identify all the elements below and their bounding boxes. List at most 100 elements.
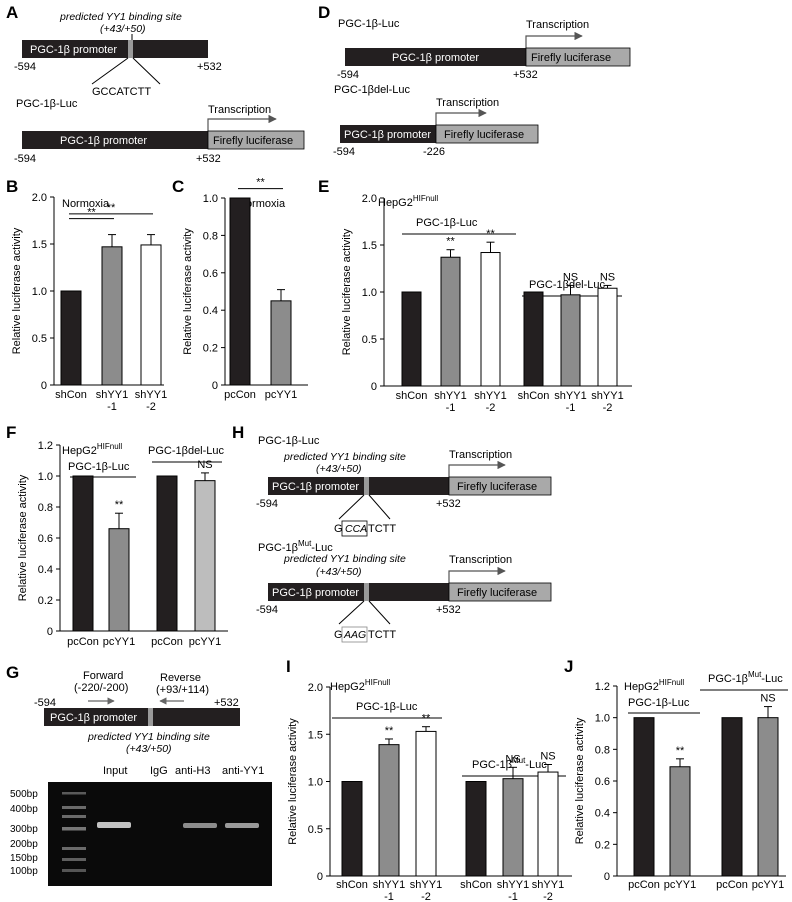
panel-f-group1-label: PGC-1β-Luc <box>68 461 130 473</box>
panel-e-x-tick-label-line2: -1 <box>566 402 576 414</box>
panel-h-end-pos: +532 <box>436 498 461 510</box>
panel-b-bar <box>140 244 162 386</box>
panel-c-ytick-label: 0 <box>212 380 218 392</box>
panel-g-site-label: predicted YY1 binding site <box>87 731 210 743</box>
panel-g-lane-input: Input <box>103 765 127 777</box>
panel-g-lane-anti-h3: anti-H3 <box>175 765 210 777</box>
panel-e-x-tick-label-line2: -2 <box>603 402 613 414</box>
panel-g-band-anti-h3 <box>183 823 217 828</box>
panel-d-start-pos: -594 <box>337 69 359 81</box>
panel-g-ladder-400: 400bp <box>10 804 38 815</box>
panel-j-bar <box>669 766 691 877</box>
panel-f-ytick-label: 0.6 <box>38 533 53 545</box>
panel-g-ladder-300: 300bp <box>10 824 38 835</box>
panel-b-x-tick-label: shCon <box>55 389 87 401</box>
panel-d-del-promoter-label: PGC-1β promoter <box>344 129 431 141</box>
panel-i-x-tick-label-line2: -2 <box>543 891 553 902</box>
panel-a-luc-start-pos: -594 <box>14 153 36 165</box>
panel-i-y-axis-label: Relative luciferase activity <box>287 718 299 845</box>
charts-layer: 0 0.5 1.0 1.5 2.0 Relative luciferase activit… <box>11 177 786 902</box>
panel-c-letter: C <box>172 177 184 196</box>
panel-e-x-tick-label: shYY1 <box>554 390 586 402</box>
panel-i-bar <box>465 781 487 877</box>
panel-g-promoter-bar <box>44 708 240 726</box>
panel-g-band-anti-yy1 <box>225 823 259 828</box>
panel-e-bar <box>560 294 581 387</box>
panel-h-binding-site-mark <box>364 477 369 495</box>
panel-b-significance-label: ** <box>107 202 116 214</box>
panel-d-transcription-label: Transcription <box>526 19 589 31</box>
panel-d-promoter-label: PGC-1β promoter <box>392 52 479 64</box>
panel-h-mut-promoter-label: PGC-1β promoter <box>272 587 359 599</box>
panel-a-luciferase-bar <box>207 130 305 150</box>
panel-h-wt-box <box>341 520 368 537</box>
panel-g-reverse-label: Reverse <box>160 672 201 684</box>
panel-i-ytick-label: 1.0 <box>308 777 323 789</box>
panel-e-significance-mark: NS <box>600 271 615 283</box>
panel-d-del-transcription-label: Transcription <box>436 97 499 109</box>
panel-h-transcription-label: Transcription <box>449 449 512 461</box>
panel-f-x-tick-label: pcYY1 <box>189 636 221 648</box>
panel-h-mut-promoter-bar <box>268 583 449 601</box>
panel-e-x-tick-label: shYY1 <box>474 390 506 402</box>
panel-i-x-tick-label: shCon <box>460 879 492 891</box>
panel-b-x-tick-label-line2: -2 <box>146 401 156 413</box>
panel-h-letter: H <box>232 423 244 442</box>
panel-h-luciferase-label: Firefly luciferase <box>457 481 537 493</box>
panel-f-group2-label: PGC-1βdel-Luc <box>148 445 225 457</box>
panel-f-ytick-label: 1.0 <box>38 471 53 483</box>
panel-i-significance-mark: NS <box>540 750 555 762</box>
panel-d-del-label: PGC-1βdel-Luc <box>334 84 411 96</box>
panel-i-significance-mark: ** <box>385 725 394 737</box>
panel-h-construct-label: PGC-1β-Luc <box>258 435 320 447</box>
panel-a-luc-promoter-bar <box>22 131 208 149</box>
panel-i-group2-label: PGC-1βMut-Luc <box>472 756 547 771</box>
panel-f-bar <box>156 475 178 632</box>
panel-f-bar <box>194 480 216 632</box>
panel-b-x-tick-label: shYY1 <box>135 389 167 401</box>
panel-j-y-axis-label: Relative luciferase activity <box>574 717 586 844</box>
panel-i-bar <box>378 744 400 877</box>
panel-f-bar <box>108 528 130 632</box>
panel-b-bar <box>60 290 82 386</box>
panel-g-end-pos: +532 <box>214 697 239 709</box>
panel-i-bar <box>502 778 524 877</box>
panel-j-ytick-label: 0.6 <box>595 776 610 788</box>
panel-c-ytick-label: 0.8 <box>203 230 218 242</box>
panel-g-lane-anti-yy1: anti-YY1 <box>222 765 264 777</box>
panel-g-lane-igg: IgG <box>150 765 168 777</box>
panel-e-bar <box>480 252 501 387</box>
panel-a-luc-end-pos: +532 <box>196 153 221 165</box>
panel-j-bar <box>757 717 779 877</box>
panel-i-x-tick-label: shYY1 <box>497 879 529 891</box>
panel-b-ytick-label: 0.5 <box>32 333 47 345</box>
panel-f-title: HepG2HIFnull <box>62 442 122 457</box>
panel-i-ytick-label: 1.5 <box>308 729 323 741</box>
panel-e-ytick-label: 1.5 <box>362 240 377 252</box>
panel-h-mut-seq-suffix: TCTT <box>368 629 396 641</box>
panel-c-ytick-label: 0.6 <box>203 268 218 280</box>
panel-g-start-pos: -594 <box>34 697 56 709</box>
panel-c-x-tick-label: pcCon <box>224 389 256 401</box>
panel-f-letter: F <box>6 423 16 442</box>
panel-c-y-axis-label: Relative luciferase activity <box>182 228 194 355</box>
panel-f-x-tick-label: pcYY1 <box>103 636 135 648</box>
panel-j-bar <box>721 717 743 877</box>
panel-g-forward-label: Forward <box>83 670 123 682</box>
panel-f-ytick-label: 0.8 <box>38 502 53 514</box>
panel-g-forward-pos: (-220/-200) <box>74 682 128 694</box>
panel-j-ytick-label: 0 <box>604 871 610 883</box>
panel-h-wt-seq-suffix: TCTT <box>368 523 396 535</box>
panel-a-luc-promoter-label: PGC-1β promoter <box>60 135 147 147</box>
panel-b-significance-label: ** <box>87 207 96 219</box>
panel-a-site-pos: (+43/+50) <box>100 23 146 35</box>
panel-g-ladder-150: 150bp <box>10 853 38 864</box>
panel-h-mut-site-label: predicted YY1 binding site <box>283 553 406 565</box>
panel-i-title: HepG2HIFnull <box>330 678 390 693</box>
panel-g: G Forward (-220/-200) Reverse (+93/+114)… <box>6 663 272 886</box>
panel-a-end-pos: +532 <box>197 61 222 73</box>
panel-g-band-input <box>97 822 131 828</box>
panel-j-x-tick-label: pcYY1 <box>752 879 784 891</box>
panel-b-ytick-label: 2.0 <box>32 192 47 204</box>
panel-i-x-tick-label: shYY1 <box>373 879 405 891</box>
